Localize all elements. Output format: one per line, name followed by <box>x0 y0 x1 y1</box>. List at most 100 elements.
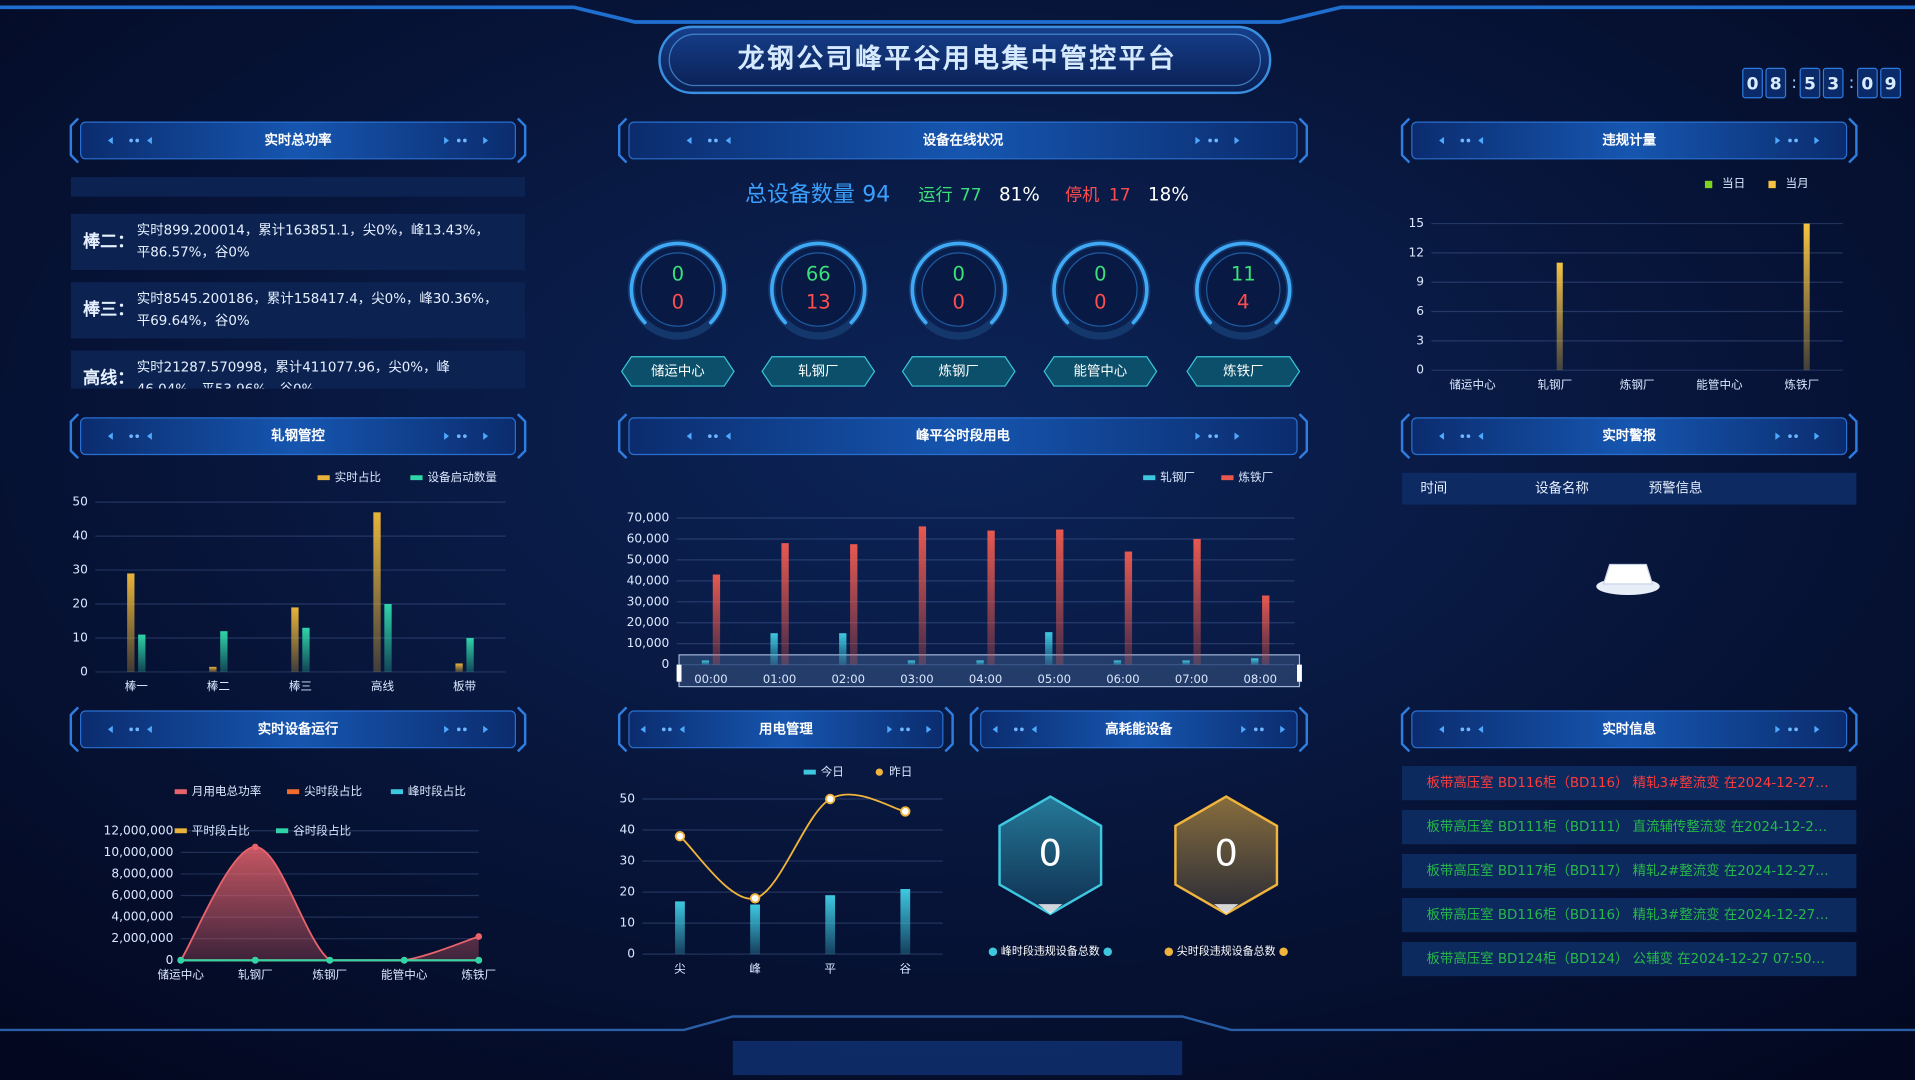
header-dot <box>456 434 461 438</box>
header-arrow <box>444 432 449 440</box>
clock-digit: 0 <box>1747 74 1759 94</box>
header-dot <box>129 434 133 438</box>
header-dot <box>1788 727 1792 732</box>
header-dot <box>1020 727 1024 732</box>
header-arrow <box>640 725 646 734</box>
header-dot <box>463 434 467 438</box>
header-dot <box>1460 434 1465 438</box>
y-tick-label: 10 <box>620 916 636 930</box>
header-dot <box>456 138 461 143</box>
x-tick-label: 峰 <box>749 961 761 975</box>
legend-label: 当日 <box>1722 176 1745 190</box>
power-row: 棒三： 实时8545.200186，累计158417.4，尖0%，峰30.36%，… <box>70 282 526 339</box>
header-arrow <box>1814 136 1820 145</box>
point <box>475 956 483 964</box>
panel-header <box>1411 710 1848 749</box>
x-tick-label: 棒一 <box>125 679 149 693</box>
line <box>179 846 480 962</box>
gauge-stop: 13 <box>806 290 831 313</box>
power-row: 54.9%，谷0% <box>70 177 526 197</box>
header-arrow <box>1439 725 1445 734</box>
panel-title: 用电管理 <box>759 720 813 737</box>
header-dot <box>1466 434 1471 438</box>
legend-label: 设备启动数量 <box>427 470 497 484</box>
gauge-label-bg <box>1186 356 1301 387</box>
panel-title: 轧钢管控 <box>271 427 325 444</box>
header-arrow <box>1775 725 1781 734</box>
bar <box>781 543 789 665</box>
header-dot <box>135 434 140 438</box>
info-text: 板带高压室 BD116柜（BD116） 精轧3#整流变 在2024-12-27… <box>1426 774 1828 791</box>
panel-bracket <box>1400 413 1858 460</box>
power-row-label: 棒二： <box>83 232 135 252</box>
header-arrow <box>1814 432 1820 440</box>
bar <box>1113 660 1122 665</box>
panel-bracket <box>617 413 1309 460</box>
header-arrow <box>1031 725 1037 734</box>
y-tick-label: 2,000,000 <box>111 931 173 945</box>
hexagon-dot <box>1103 947 1112 956</box>
gauge-label-bg <box>761 356 876 387</box>
status-total-label: 总设备数量 <box>745 182 855 207</box>
clock-digit: 0 <box>1861 74 1873 94</box>
bar <box>291 607 299 672</box>
header-arrow <box>146 432 152 440</box>
header-dot <box>456 727 461 732</box>
bar <box>850 544 858 665</box>
x-tick-label: 03:00 <box>900 672 933 686</box>
gauge-label: 轧钢厂 <box>798 363 838 379</box>
legend-marker <box>317 475 330 481</box>
header-dot <box>1466 138 1471 143</box>
power-row: 高线：实时21287.570998，累计411077.96，尖0%，峰46.04… <box>70 350 526 389</box>
y-tick-label: 8,000,000 <box>111 866 173 880</box>
header-dot <box>714 138 718 143</box>
y-tick-label: 50 <box>72 495 88 509</box>
info-text: 板带高压室 BD117柜（BD117） 精轧2#整流变 在2024-12-27… <box>1426 862 1828 879</box>
gauge-label: 储运中心 <box>651 363 705 379</box>
y-tick-label: 0 <box>80 664 88 678</box>
x-tick-label: 02:00 <box>832 672 865 686</box>
header-dot <box>1794 727 1798 732</box>
header-arrow <box>1234 432 1240 440</box>
x-tick-label: 08:00 <box>1244 672 1277 686</box>
power-row-text: 实时21287.570998，累计411077.96，尖0%，峰46.04%，平… <box>136 359 450 388</box>
header-arrow <box>1775 432 1781 440</box>
bar <box>918 526 927 665</box>
power-list: 54.9%，谷0% 棒二：实时899.200014，累计163851.1，尖0%，… <box>70 177 526 389</box>
bar <box>1262 595 1270 665</box>
bar <box>712 574 721 665</box>
y-tick-label: 20 <box>72 597 88 611</box>
legend-marker <box>1768 180 1776 189</box>
x-tick-label: 04:00 <box>969 672 1002 686</box>
panel-title: 峰平谷时段用电 <box>916 427 1011 444</box>
header-arrow <box>1478 136 1484 145</box>
empty-icon <box>1602 563 1654 585</box>
status-run-label: 运行 <box>918 185 952 205</box>
bar <box>976 660 984 665</box>
header-dot <box>1788 434 1792 438</box>
header-dot <box>1208 138 1212 143</box>
status-total: 94 <box>862 182 890 207</box>
gauge-label-bg <box>620 356 735 387</box>
legend-marker <box>875 768 884 776</box>
y-tick-label: 3 <box>1416 333 1424 347</box>
legend-marker <box>1143 475 1156 481</box>
header-arrow <box>107 725 113 734</box>
x-tick-label: 炼钢厂 <box>1620 377 1655 391</box>
header-dot <box>900 727 904 732</box>
bar <box>907 660 916 665</box>
x-tick-label: 炼铁厂 <box>461 967 496 981</box>
header-arrow <box>1814 725 1820 734</box>
y-tick-label: 30,000 <box>627 594 670 608</box>
panel-title: 实时信息 <box>1602 720 1656 737</box>
info-text: 板带高压室 BD111柜（BD111） 直流辅传整流变 在2024-12-2… <box>1426 818 1827 835</box>
y-tick-label: 40 <box>620 823 636 837</box>
clock-box <box>1880 67 1901 99</box>
legend-marker <box>1704 180 1713 189</box>
x-tick-label: 板带 <box>453 679 477 693</box>
y-tick-label: 4,000,000 <box>111 910 173 924</box>
gauge-arc <box>910 241 1007 325</box>
header-arrow <box>679 725 685 734</box>
header-dot <box>707 434 712 438</box>
x-tick-label: 轧钢厂 <box>238 967 273 981</box>
